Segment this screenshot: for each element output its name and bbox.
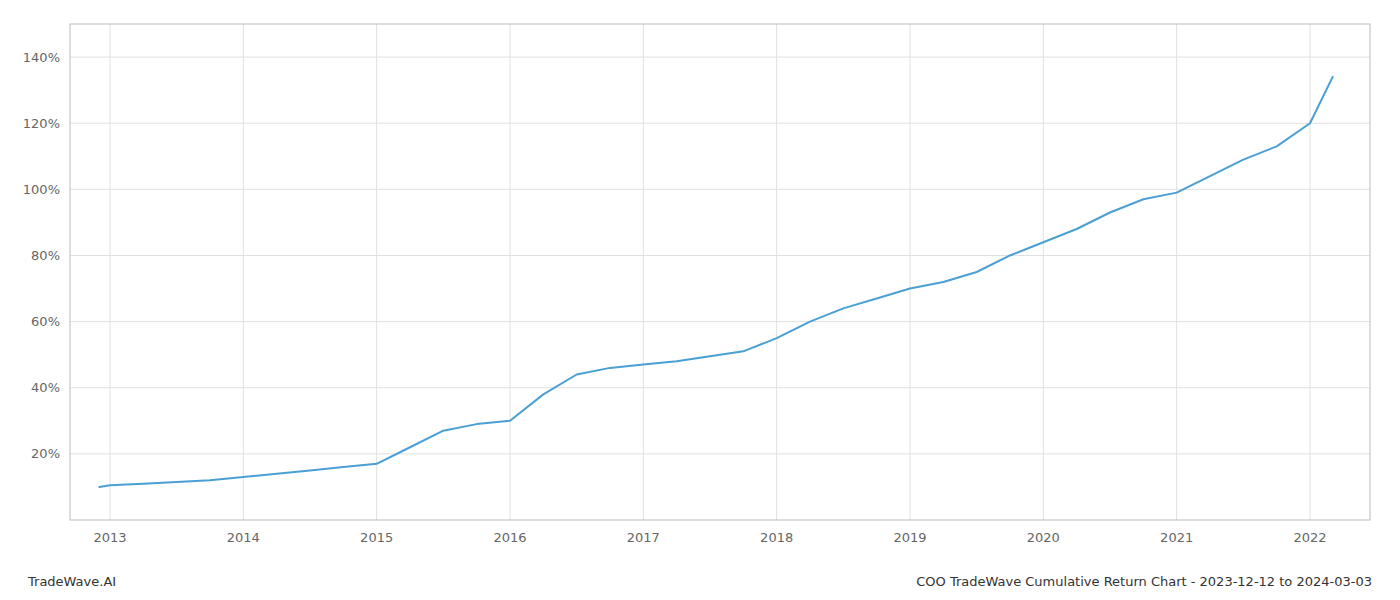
x-tick-label: 2019 bbox=[893, 530, 926, 545]
x-tick-label: 2022 bbox=[1293, 530, 1326, 545]
x-tick-label: 2020 bbox=[1027, 530, 1060, 545]
x-grid-line bbox=[776, 24, 777, 520]
y-grid-line bbox=[70, 123, 1370, 124]
y-grid-line bbox=[70, 189, 1370, 190]
y-tick-label: 20% bbox=[31, 446, 60, 461]
x-grid-line bbox=[110, 24, 111, 520]
y-grid-line bbox=[70, 57, 1370, 58]
x-grid-line bbox=[643, 24, 644, 520]
y-tick-label: 80% bbox=[31, 248, 60, 263]
x-grid-line bbox=[1176, 24, 1177, 520]
x-tick-label: 2018 bbox=[760, 530, 793, 545]
data-group bbox=[99, 77, 1332, 487]
y-grid-line bbox=[70, 255, 1370, 256]
y-grid-line bbox=[70, 321, 1370, 322]
plot-frame bbox=[70, 24, 1370, 520]
line bbox=[99, 77, 1332, 487]
x-tick-label: 2016 bbox=[493, 530, 526, 545]
y-grid-line bbox=[70, 387, 1370, 388]
x-grid-line bbox=[243, 24, 244, 520]
x-tick-label: 2015 bbox=[360, 530, 393, 545]
x-grid-line bbox=[510, 24, 511, 520]
x-tick-label: 2021 bbox=[1160, 530, 1193, 545]
brand-text: TradeWave.AI bbox=[27, 574, 116, 589]
x-grid-line bbox=[1310, 24, 1311, 520]
tick-labels: 2013 2014 2015 2016 2017 2018 2019 2020 2021 2022… bbox=[23, 50, 1327, 545]
x-tick-label: 2013 bbox=[93, 530, 126, 545]
y-tick-label: 100% bbox=[23, 182, 60, 197]
y-tick-label: 120% bbox=[23, 116, 60, 131]
chart-title: COO TradeWave Cumulative Return Chart - … bbox=[916, 574, 1372, 589]
x-tick-label: 2017 bbox=[627, 530, 660, 545]
x-grid-line bbox=[376, 24, 377, 520]
chart-svg: 2013 2014 2015 2016 2017 2018 2019 2020 2021 2022… bbox=[0, 0, 1400, 600]
x-tick-label: 2014 bbox=[227, 530, 260, 545]
y-tick-label: 40% bbox=[31, 380, 60, 395]
x-grid-line bbox=[910, 24, 911, 520]
chart-container: 2013 2014 2015 2016 2017 2018 2019 2020 2021 2022… bbox=[0, 0, 1400, 600]
y-grid-line bbox=[70, 453, 1370, 454]
y-tick-label: 60% bbox=[31, 314, 60, 329]
x-grid-line bbox=[1043, 24, 1044, 520]
grid bbox=[70, 24, 1370, 520]
y-tick-label: 140% bbox=[23, 50, 60, 65]
